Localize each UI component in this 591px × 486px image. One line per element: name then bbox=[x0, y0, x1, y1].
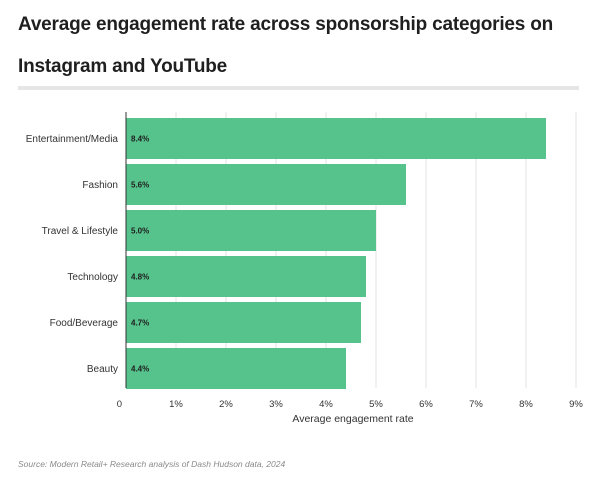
x-tick-label: 8% bbox=[519, 399, 533, 410]
data-label: 4.8% bbox=[131, 273, 149, 282]
category-label: Travel & Lifestyle bbox=[42, 226, 119, 237]
title-divider bbox=[18, 86, 579, 90]
bar bbox=[126, 256, 366, 297]
bar bbox=[126, 164, 406, 205]
x-tick-label: 4% bbox=[319, 399, 333, 410]
data-label: 5.6% bbox=[131, 181, 149, 190]
x-tick-label: 1% bbox=[169, 399, 183, 410]
category-label: Food/Beverage bbox=[50, 318, 119, 329]
bar bbox=[126, 118, 546, 159]
category-label: Entertainment/Media bbox=[26, 134, 119, 145]
bar-chart: Entertainment/Media 8.4% Fashion 5.6% Travel… bbox=[26, 112, 583, 425]
category-label: Technology bbox=[67, 272, 118, 283]
category-label: Beauty bbox=[87, 364, 118, 375]
x-tick-label: 3% bbox=[269, 399, 283, 410]
x-tick-label: 0 bbox=[117, 399, 122, 410]
bar bbox=[126, 348, 346, 389]
category-label: Fashion bbox=[82, 180, 118, 191]
bar bbox=[126, 302, 361, 343]
x-tick-label: 2% bbox=[219, 399, 233, 410]
x-axis-title: Average engagement rate bbox=[292, 413, 413, 425]
x-tick-label: 9% bbox=[569, 399, 583, 410]
data-label: 4.4% bbox=[131, 365, 149, 374]
chart-title: Average engagement rate across sponsorsh… bbox=[18, 14, 554, 77]
x-tick-label: 6% bbox=[419, 399, 433, 410]
data-label: 4.7% bbox=[131, 319, 149, 328]
data-label: 8.4% bbox=[131, 135, 149, 144]
bar bbox=[126, 210, 376, 251]
data-label: 5.0% bbox=[131, 227, 149, 236]
x-tick-label: 5% bbox=[369, 399, 383, 410]
source-note: Source: Modern Retail+ Research analysis… bbox=[18, 459, 286, 469]
x-tick-label: 7% bbox=[469, 399, 483, 410]
